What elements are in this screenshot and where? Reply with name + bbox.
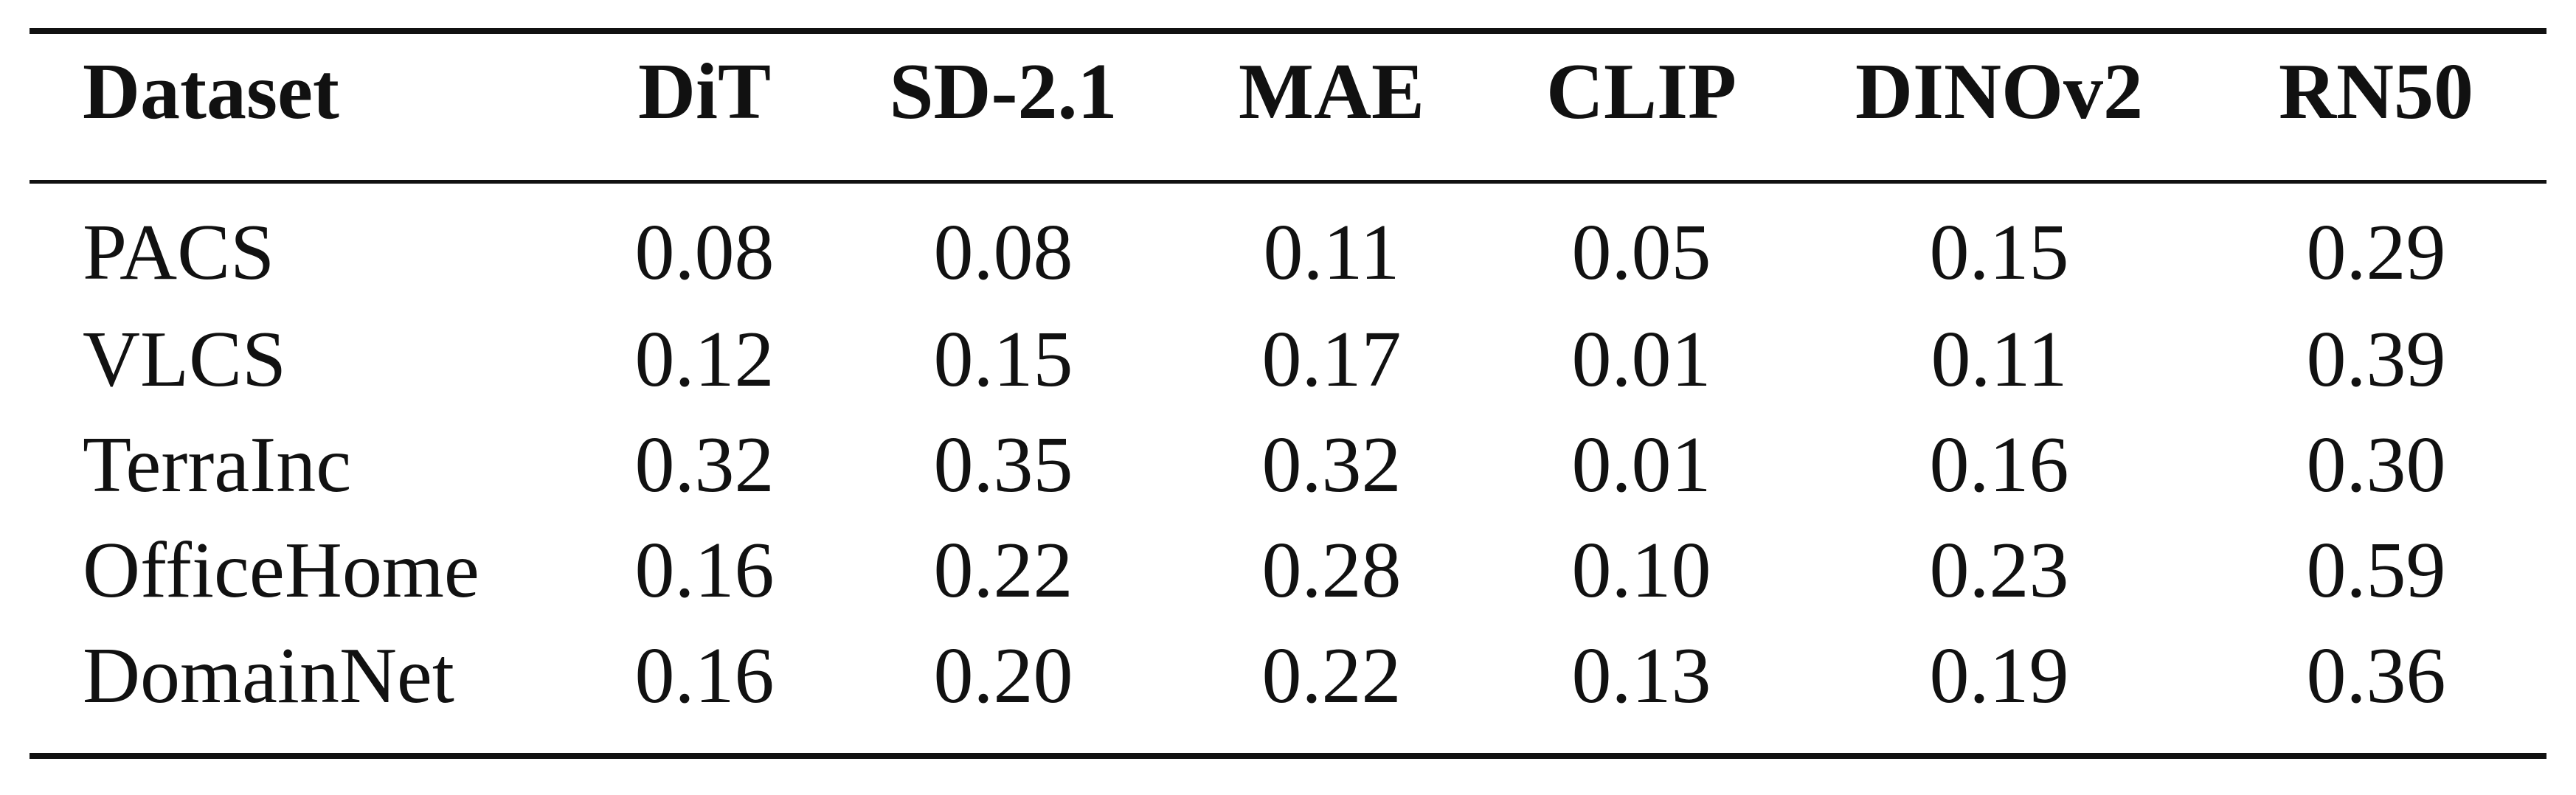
- column-header-rn50: RN50: [2279, 48, 2473, 136]
- value-cell: 0.15: [933, 315, 1073, 403]
- value-cell: 0.01: [1571, 315, 1711, 403]
- value-cell: 0.59: [2306, 526, 2446, 614]
- dataset-cell: VLCS: [83, 315, 287, 403]
- value-cell: 0.17: [1261, 315, 1402, 403]
- value-cell: 0.13: [1571, 631, 1711, 720]
- value-cell: 0.11: [1263, 209, 1400, 296]
- value-cell: 0.32: [634, 420, 775, 509]
- value-cell: 0.01: [1571, 420, 1711, 509]
- value-cell: 0.12: [634, 315, 775, 403]
- dataset-cell: TerraInc: [83, 420, 352, 509]
- table-header-row: Dataset DiT SD-2.1 MAE CLIP DINOv2 RN50: [30, 0, 2546, 184]
- value-cell: 0.08: [933, 209, 1073, 296]
- dataset-cell: PACS: [83, 209, 275, 296]
- dataset-cell: DomainNet: [83, 631, 454, 720]
- table-top-rule: [30, 28, 2546, 34]
- value-cell: 0.23: [1929, 526, 2069, 614]
- value-cell: 0.19: [1929, 631, 2069, 720]
- column-header-dit: DiT: [637, 48, 772, 136]
- table-row: DomainNet 0.16 0.20 0.22 0.13 0.19 0.36: [30, 623, 2546, 729]
- column-header-sd21: SD-2.1: [889, 48, 1118, 136]
- value-cell: 0.22: [1261, 631, 1402, 720]
- value-cell: 0.28: [1261, 526, 1402, 614]
- dataset-cell: OfficeHome: [83, 526, 479, 614]
- table-row: OfficeHome 0.16 0.22 0.28 0.10 0.23 0.59: [30, 518, 2546, 623]
- value-cell: 0.20: [933, 631, 1073, 720]
- value-cell: 0.05: [1571, 209, 1711, 296]
- value-cell: 0.39: [2306, 315, 2446, 403]
- table-header-rule: [30, 180, 2546, 184]
- column-header-dinov2: DINOv2: [1855, 48, 2144, 136]
- table-row: TerraInc 0.32 0.35 0.32 0.01 0.16 0.30: [30, 412, 2546, 518]
- table-bottom-rule: [30, 753, 2546, 759]
- value-cell: 0.08: [634, 209, 775, 296]
- value-cell: 0.35: [933, 420, 1073, 509]
- value-cell: 0.22: [933, 526, 1073, 614]
- column-header-mae: MAE: [1239, 48, 1424, 136]
- value-cell: 0.32: [1261, 420, 1402, 509]
- value-cell: 0.29: [2306, 209, 2446, 296]
- value-cell: 0.16: [1929, 420, 2069, 509]
- column-header-clip: CLIP: [1545, 48, 1737, 136]
- table-row: PACS 0.08 0.08 0.11 0.05 0.15 0.29: [30, 184, 2546, 307]
- results-table: Dataset DiT SD-2.1 MAE CLIP DINOv2 RN50 …: [30, 0, 2546, 729]
- value-cell: 0.36: [2306, 631, 2446, 720]
- value-cell: 0.11: [1931, 315, 2068, 403]
- table-row: VLCS 0.12 0.15 0.17 0.01 0.11 0.39: [30, 307, 2546, 412]
- value-cell: 0.30: [2306, 420, 2446, 509]
- value-cell: 0.16: [634, 526, 775, 614]
- value-cell: 0.16: [634, 631, 775, 720]
- value-cell: 0.15: [1929, 209, 2069, 296]
- value-cell: 0.10: [1571, 526, 1711, 614]
- column-header-dataset: Dataset: [83, 48, 339, 136]
